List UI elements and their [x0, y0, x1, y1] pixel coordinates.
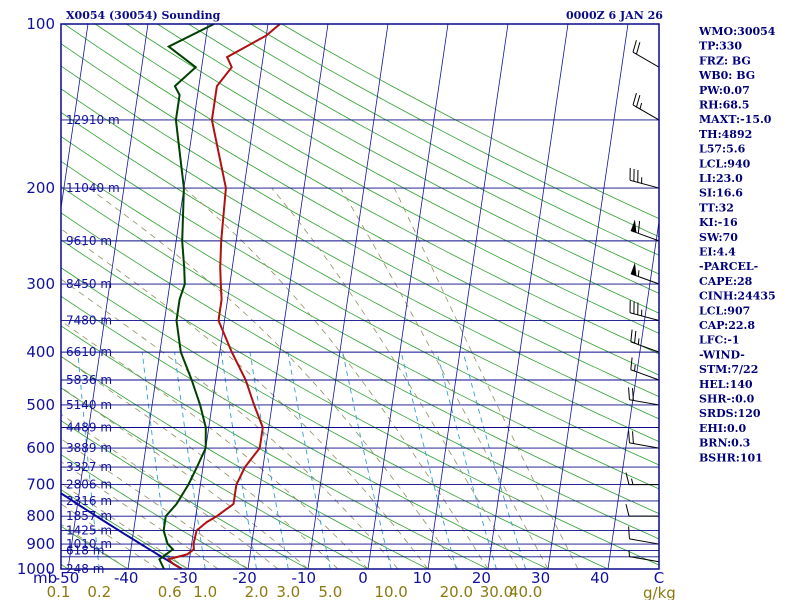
index-line: FRZ: BG: [699, 54, 751, 67]
index-line: CAPE:28: [699, 275, 753, 288]
index-line: LCL:940: [699, 157, 751, 170]
index-line: STM:7/22: [699, 363, 758, 376]
mixing-ratio-label: 20.0: [440, 583, 473, 600]
sounding-time: 0000Z 6 JAN 26: [566, 9, 663, 22]
pressure-label: 200: [26, 179, 55, 197]
height-label: 1010 m: [66, 537, 112, 551]
height-label: 11040 m: [66, 181, 120, 195]
height-label: 12910 m: [66, 113, 120, 127]
station-title: X0054 (30054) Sounding: [66, 9, 221, 22]
mixing-ratio-label: 0.2: [87, 583, 111, 600]
pressure-label: 800: [26, 507, 55, 525]
height-label: 9610 m: [66, 234, 112, 248]
height-label: 3327 m: [66, 460, 112, 474]
mixing-ratio-label: 40.0: [509, 583, 542, 600]
index-line: SW:70: [699, 231, 738, 244]
mixing-ratio-label: 3.0: [276, 583, 300, 600]
height-label: 3889 m: [66, 441, 112, 455]
index-line: BRN:0.3: [699, 437, 750, 450]
temperature-tick-label: 0: [358, 569, 368, 587]
index-line: TT:32: [699, 201, 734, 214]
index-line: LFC:-1: [699, 334, 740, 347]
height-label: 2806 m: [66, 478, 112, 492]
index-line: TH:4892: [699, 128, 752, 141]
index-line: WMO:30054: [698, 25, 776, 38]
pressure-label: 600: [26, 439, 55, 457]
pressure-unit-label: mb: [33, 569, 57, 587]
height-label: 4489 m: [66, 420, 112, 434]
height-label: 1425 m: [66, 524, 112, 538]
height-label: 6610 m: [66, 345, 112, 359]
height-label: 2316 m: [66, 494, 112, 508]
index-line: MAXT:-15.0: [699, 113, 772, 126]
index-line: L57:5.6: [699, 143, 746, 156]
index-line: CINH:24435: [699, 290, 776, 303]
temperature-tick-label: 10: [413, 569, 432, 587]
index-line: BSHR:101: [699, 451, 763, 464]
mixing-ratio-label: 0.6: [158, 583, 182, 600]
index-line: PW:0.07: [699, 84, 750, 97]
index-line: EHI:0.0: [699, 422, 746, 435]
index-line: EI:4.4: [699, 246, 736, 259]
height-label: 7480 m: [66, 314, 112, 328]
height-label: 5836 m: [66, 373, 112, 387]
index-line: CAP:22.8: [699, 319, 755, 332]
temperature-tick-label: -40: [114, 569, 139, 587]
wind-barb-half-feather: [635, 365, 636, 371]
mixing-ratio-label: 5.0: [318, 583, 342, 600]
wind-barb-half-feather: [638, 270, 639, 276]
pressure-label: 900: [26, 535, 55, 553]
index-line: SHR-:0.0: [699, 393, 755, 406]
temperature-tick-label: 40: [590, 569, 609, 587]
index-line: SRDS:120: [699, 407, 761, 420]
pressure-label: 300: [26, 275, 55, 293]
pressure-label: 400: [26, 343, 55, 361]
index-line: LCL:907: [699, 304, 750, 317]
pressure-label: 700: [26, 476, 55, 494]
mixing-ratio-label: 1.0: [193, 583, 217, 600]
height-label: 5140 m: [66, 398, 112, 412]
index-line: RH:68.5: [699, 99, 749, 112]
wind-barb-half-feather: [638, 338, 639, 344]
mixing-ratio-label: 10.0: [374, 583, 407, 600]
pressure-label: 100: [26, 15, 55, 33]
index-line: -PARCEL-: [699, 260, 758, 273]
mixing-ratio-label: 2.0: [245, 583, 269, 600]
height-label: 8450 m: [66, 277, 112, 291]
index-line: -WIND-: [699, 348, 745, 361]
mixing-ratio-unit-label: g/kg: [643, 584, 676, 600]
index-line: SI:16.6: [699, 187, 743, 200]
index-line: HEL:140: [699, 378, 753, 391]
pressure-label: 500: [26, 396, 55, 414]
index-line: KI:-16: [699, 216, 738, 229]
index-line: TP:330: [699, 40, 742, 53]
index-line: WB0: BG: [698, 69, 755, 82]
index-line: LI:23.0: [699, 172, 743, 185]
height-label: 1857 m: [66, 509, 112, 523]
